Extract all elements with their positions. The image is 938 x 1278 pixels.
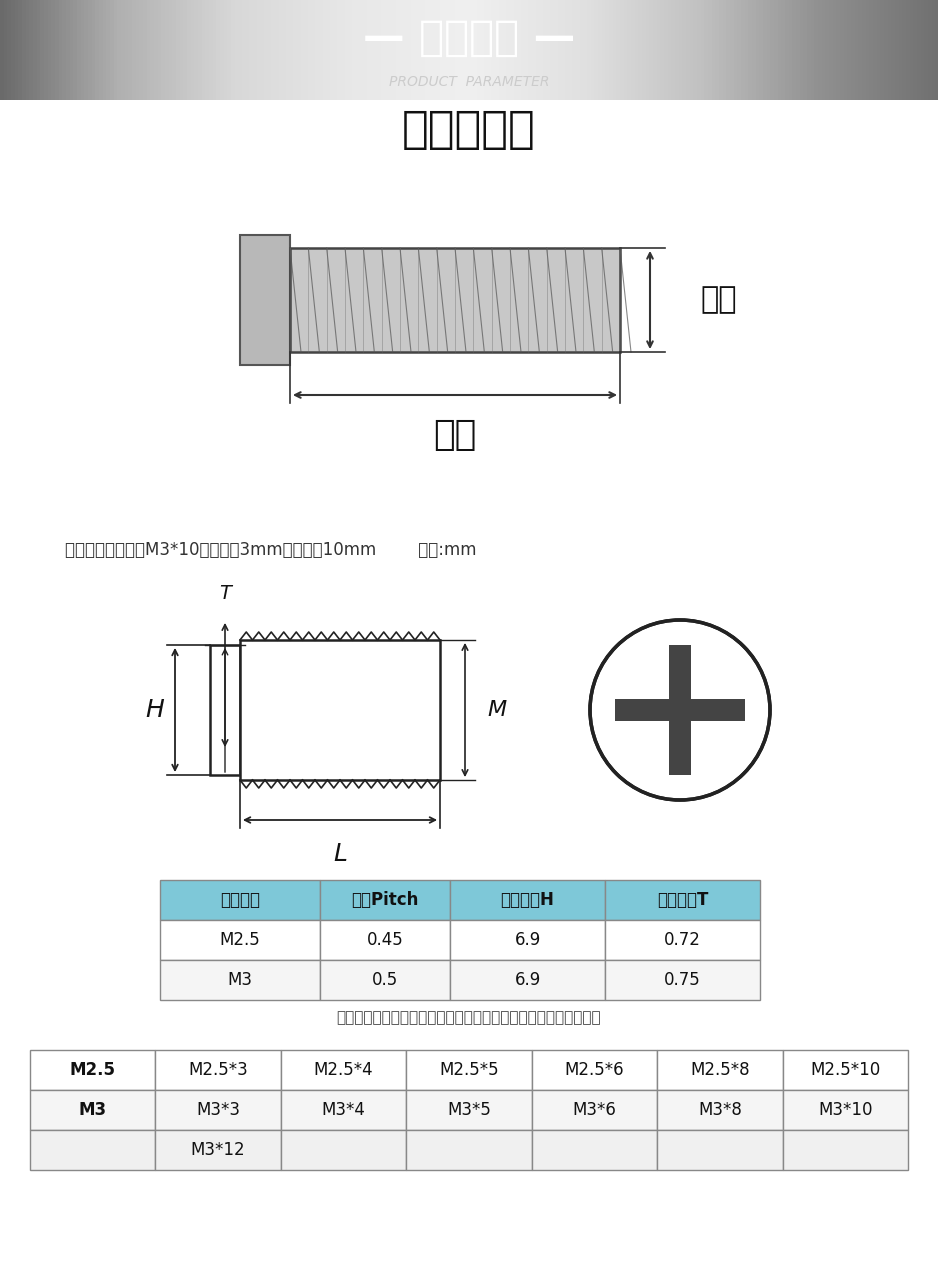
Text: 头部直径H: 头部直径H (501, 891, 554, 909)
Bar (658, 1090, 782, 1130)
Text: 0.75: 0.75 (664, 971, 701, 989)
Bar (532, 1090, 658, 1130)
Bar (605, 881, 760, 920)
Bar (280, 1051, 406, 1090)
Text: 6.9: 6.9 (514, 971, 540, 989)
Text: 长度: 长度 (433, 418, 477, 452)
Bar (290, 248, 620, 351)
Text: 螺距Pitch: 螺距Pitch (352, 891, 418, 909)
Text: M3*4: M3*4 (322, 1102, 366, 1120)
Text: 0.72: 0.72 (664, 930, 701, 950)
Text: PRODUCT  PARAMETER: PRODUCT PARAMETER (388, 75, 550, 89)
Bar (450, 920, 605, 960)
Bar (160, 920, 320, 960)
Text: M3: M3 (228, 971, 252, 989)
Bar (156, 1090, 280, 1130)
Text: 注：存在正负公差，请以实物为准，介意者慎拍或联系客服咨询！: 注：存在正负公差，请以实物为准，介意者慎拍或联系客服咨询！ (337, 1011, 601, 1025)
Text: M: M (487, 700, 507, 720)
Bar (669, 645, 691, 774)
Text: M3*6: M3*6 (572, 1102, 616, 1120)
Bar (450, 960, 605, 999)
Text: H: H (145, 698, 164, 722)
Text: 0.45: 0.45 (367, 930, 403, 950)
Text: T: T (219, 584, 231, 603)
Text: 实物示意图: 实物示意图 (402, 109, 536, 152)
Text: M3*10: M3*10 (818, 1102, 872, 1120)
Bar (450, 881, 605, 920)
Bar (605, 960, 760, 999)
Bar (290, 248, 620, 351)
Bar (280, 1130, 406, 1169)
Bar (240, 235, 290, 366)
Bar (30, 1090, 156, 1130)
Text: M2.5*4: M2.5*4 (313, 1061, 373, 1079)
Bar (406, 1090, 532, 1130)
Text: M2.5*6: M2.5*6 (565, 1061, 625, 1079)
Bar (658, 1051, 782, 1090)
Text: 6.9: 6.9 (514, 930, 540, 950)
Text: M2.5: M2.5 (69, 1061, 115, 1079)
Text: — 产品参数 —: — 产品参数 — (363, 17, 575, 59)
Text: M3*3: M3*3 (196, 1102, 240, 1120)
Text: 直径: 直径 (700, 285, 736, 314)
Bar (320, 960, 450, 999)
Text: M2.5*5: M2.5*5 (439, 1061, 499, 1079)
Bar (320, 920, 450, 960)
Bar (30, 1130, 156, 1169)
Bar (240, 640, 440, 780)
Bar (658, 1130, 782, 1169)
Text: 螺纹规格: 螺纹规格 (220, 891, 260, 909)
Bar (532, 1051, 658, 1090)
Text: M3: M3 (79, 1102, 107, 1120)
Circle shape (590, 620, 770, 800)
Text: M3*5: M3*5 (447, 1102, 491, 1120)
Text: 头部厚度T: 头部厚度T (657, 891, 708, 909)
Text: M2.5*3: M2.5*3 (189, 1061, 248, 1079)
Bar (160, 881, 320, 920)
Text: 尺寸说明：例如：M3*10指直径为3mm，长度为10mm        单位:mm: 尺寸说明：例如：M3*10指直径为3mm，长度为10mm 单位:mm (65, 541, 477, 558)
Text: M2.5: M2.5 (219, 930, 261, 950)
Bar (160, 960, 320, 999)
Text: M3*8: M3*8 (698, 1102, 742, 1120)
Bar (406, 1051, 532, 1090)
Text: M2.5*10: M2.5*10 (810, 1061, 881, 1079)
Bar (782, 1051, 908, 1090)
Text: 0.5: 0.5 (371, 971, 398, 989)
Bar (615, 699, 745, 721)
Bar (782, 1090, 908, 1130)
Bar (532, 1130, 658, 1169)
Bar (782, 1130, 908, 1169)
Bar (210, 645, 240, 774)
Bar (280, 1090, 406, 1130)
Bar (30, 1051, 156, 1090)
Text: M3*12: M3*12 (190, 1141, 246, 1159)
Bar (156, 1051, 280, 1090)
Bar (605, 920, 760, 960)
Text: L: L (333, 842, 347, 866)
Text: M2.5*8: M2.5*8 (690, 1061, 749, 1079)
Bar (406, 1130, 532, 1169)
Bar (156, 1130, 280, 1169)
Bar (320, 881, 450, 920)
